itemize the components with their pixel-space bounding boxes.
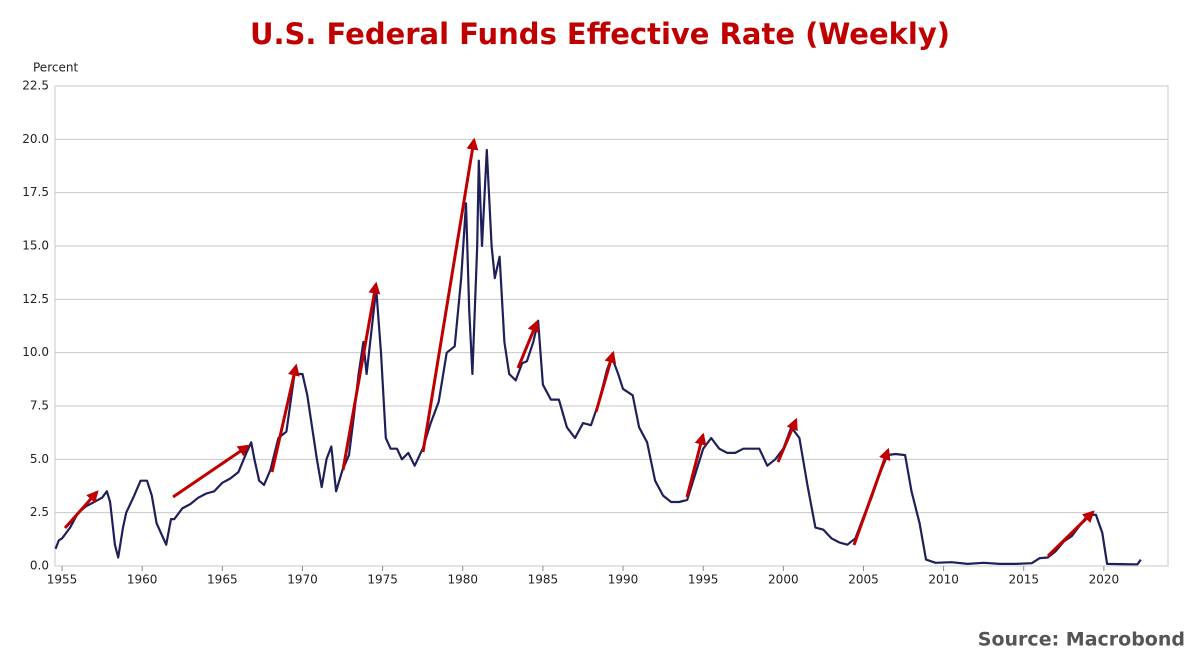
arrow	[685, 432, 707, 498]
x-tick-label: 2000	[768, 573, 799, 587]
chart-title: U.S. Federal Funds Effective Rate (Weekl…	[250, 17, 950, 51]
x-tick-label: 1970	[287, 573, 318, 587]
y-tick-label: 10.0	[22, 345, 49, 359]
arrow	[341, 281, 381, 471]
x-tick-label: 2020	[1089, 573, 1120, 587]
rate-line	[54, 148, 1142, 566]
x-tick-label: 2005	[848, 573, 879, 587]
arrows	[63, 137, 1095, 558]
arrow	[776, 417, 798, 463]
x-tick-label: 2010	[928, 573, 959, 587]
y-tick-label: 22.5	[22, 79, 49, 93]
x-tick-label: 1965	[207, 573, 238, 587]
y-tick-label: 20.0	[22, 132, 49, 146]
x-tick-label: 1960	[127, 573, 158, 587]
arrow	[516, 319, 539, 369]
y-tick-label: 12.5	[22, 292, 49, 306]
arrow	[1046, 510, 1095, 558]
arrow	[270, 363, 300, 473]
y-tick-label: 17.5	[22, 185, 49, 199]
y-tick-label: 7.5	[30, 399, 49, 413]
arrow	[852, 447, 891, 546]
y-tick-label: 5.0	[30, 452, 49, 466]
x-tick-label: 1985	[528, 573, 559, 587]
x-tick-label: 2015	[1008, 573, 1039, 587]
arrow	[172, 444, 250, 499]
source: Source: Macrobond	[978, 629, 1185, 651]
y-tick-label: 2.5	[30, 505, 49, 519]
x-tick-label: 1995	[688, 573, 719, 587]
arrow	[63, 490, 99, 529]
y-axis-label: Percent	[33, 61, 78, 75]
plot-frame	[54, 85, 1169, 567]
arrow	[421, 137, 479, 453]
x-tick-label: 1990	[608, 573, 639, 587]
y-tick-label: 0.0	[30, 559, 49, 573]
x-tick-label: 1980	[447, 573, 478, 587]
x-tick-label: 1975	[367, 573, 398, 587]
x-tick-label: 1955	[47, 573, 78, 587]
arrow	[594, 350, 617, 413]
y-tick-label: 15.0	[22, 239, 49, 253]
